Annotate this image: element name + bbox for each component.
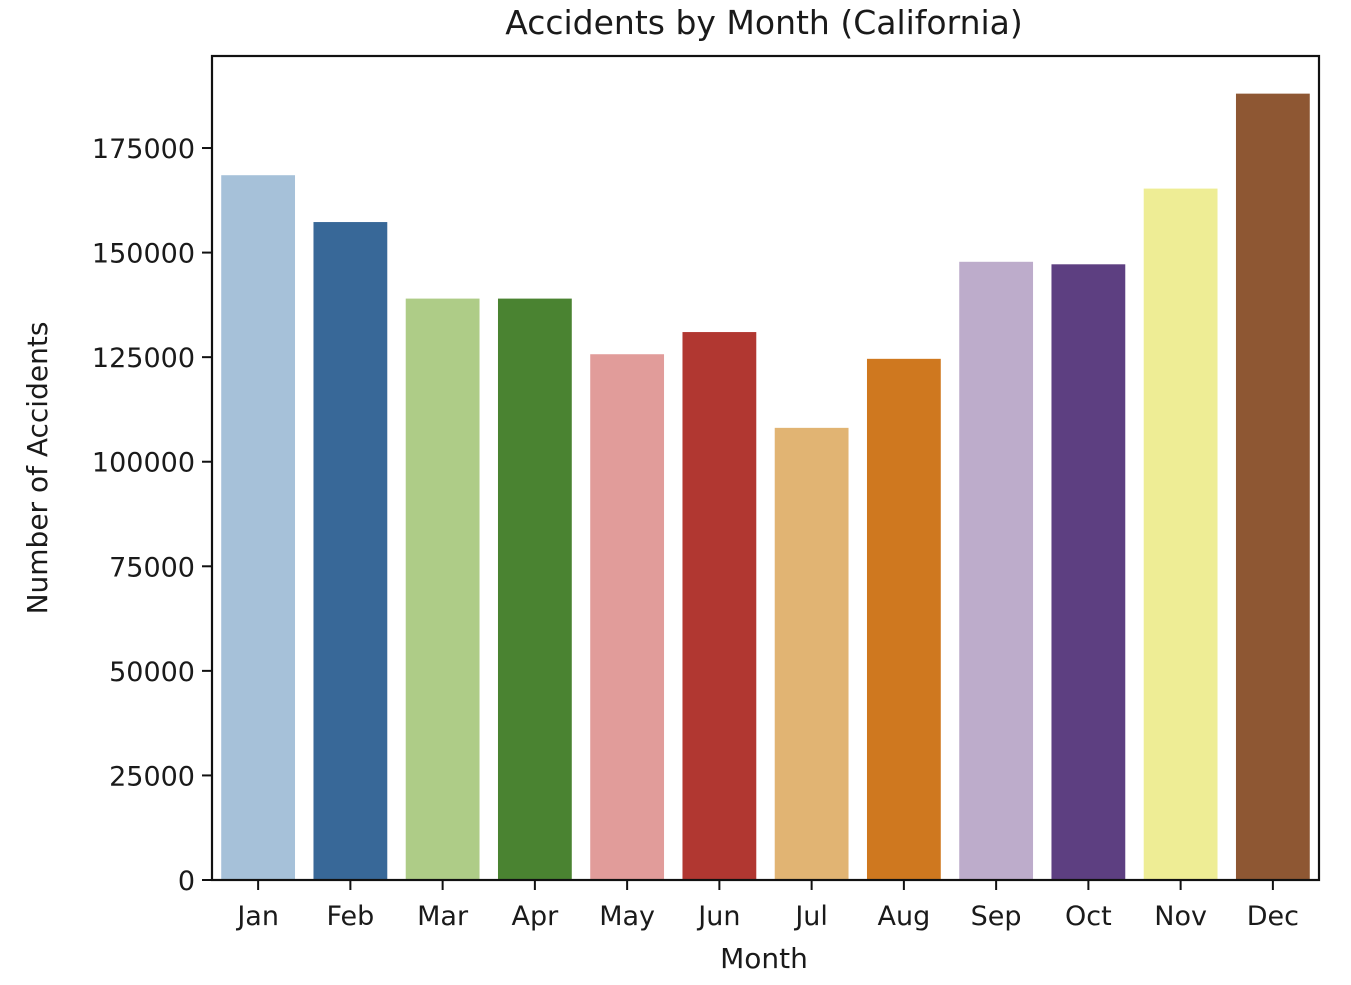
- bars-layer: [221, 93, 1310, 881]
- bar-apr: [497, 298, 572, 881]
- bar-nov: [1143, 188, 1218, 881]
- x-tick-label: Jul: [793, 901, 828, 932]
- x-tick-label: Oct: [1065, 901, 1112, 932]
- bar-jun: [682, 332, 757, 880]
- y-tick-label: 125000: [92, 343, 195, 374]
- bar-aug: [866, 358, 941, 881]
- bar-dec: [1235, 93, 1310, 880]
- x-tick-label: Sep: [971, 901, 1022, 932]
- chart-title: Accidents by Month (California): [505, 3, 1023, 42]
- y-tick-label: 50000: [109, 657, 195, 688]
- y-axis: 0 25000 50000 75000 100000 125000 150000 175000: [92, 134, 212, 897]
- plot-frame: [210, 54, 1321, 882]
- y-tick-label: 150000: [92, 239, 195, 270]
- bar-sep: [959, 261, 1034, 880]
- bar-mar: [405, 298, 480, 881]
- y-tick-label: 75000: [109, 552, 195, 583]
- x-tick-label: Jun: [696, 901, 740, 932]
- x-tick-label: Feb: [326, 901, 374, 932]
- bar-jan: [221, 175, 296, 880]
- x-tick-label: Jan: [235, 901, 279, 932]
- x-tick-label: Apr: [512, 901, 560, 932]
- x-tick-label: Nov: [1154, 901, 1207, 932]
- x-tick-label: May: [599, 901, 655, 932]
- x-axis: Jan Feb Mar Apr May Jun Jul Aug Sep Oct Nov Dec: [235, 880, 1299, 932]
- x-tick-label: Dec: [1247, 901, 1299, 932]
- bar-feb: [313, 222, 388, 881]
- x-tick-label: Mar: [417, 901, 469, 932]
- bar-oct: [1051, 264, 1126, 880]
- bar-may: [590, 354, 665, 881]
- y-tick-label: 100000: [92, 448, 195, 479]
- y-axis-label: Number of Accidents: [21, 322, 54, 615]
- x-tick-label: Aug: [878, 901, 931, 932]
- bar-jul: [774, 427, 849, 880]
- y-tick-label: 0: [178, 866, 195, 897]
- y-tick-label: 25000: [109, 761, 195, 792]
- x-axis-label: Month: [720, 942, 808, 975]
- y-tick-label: 175000: [92, 134, 195, 165]
